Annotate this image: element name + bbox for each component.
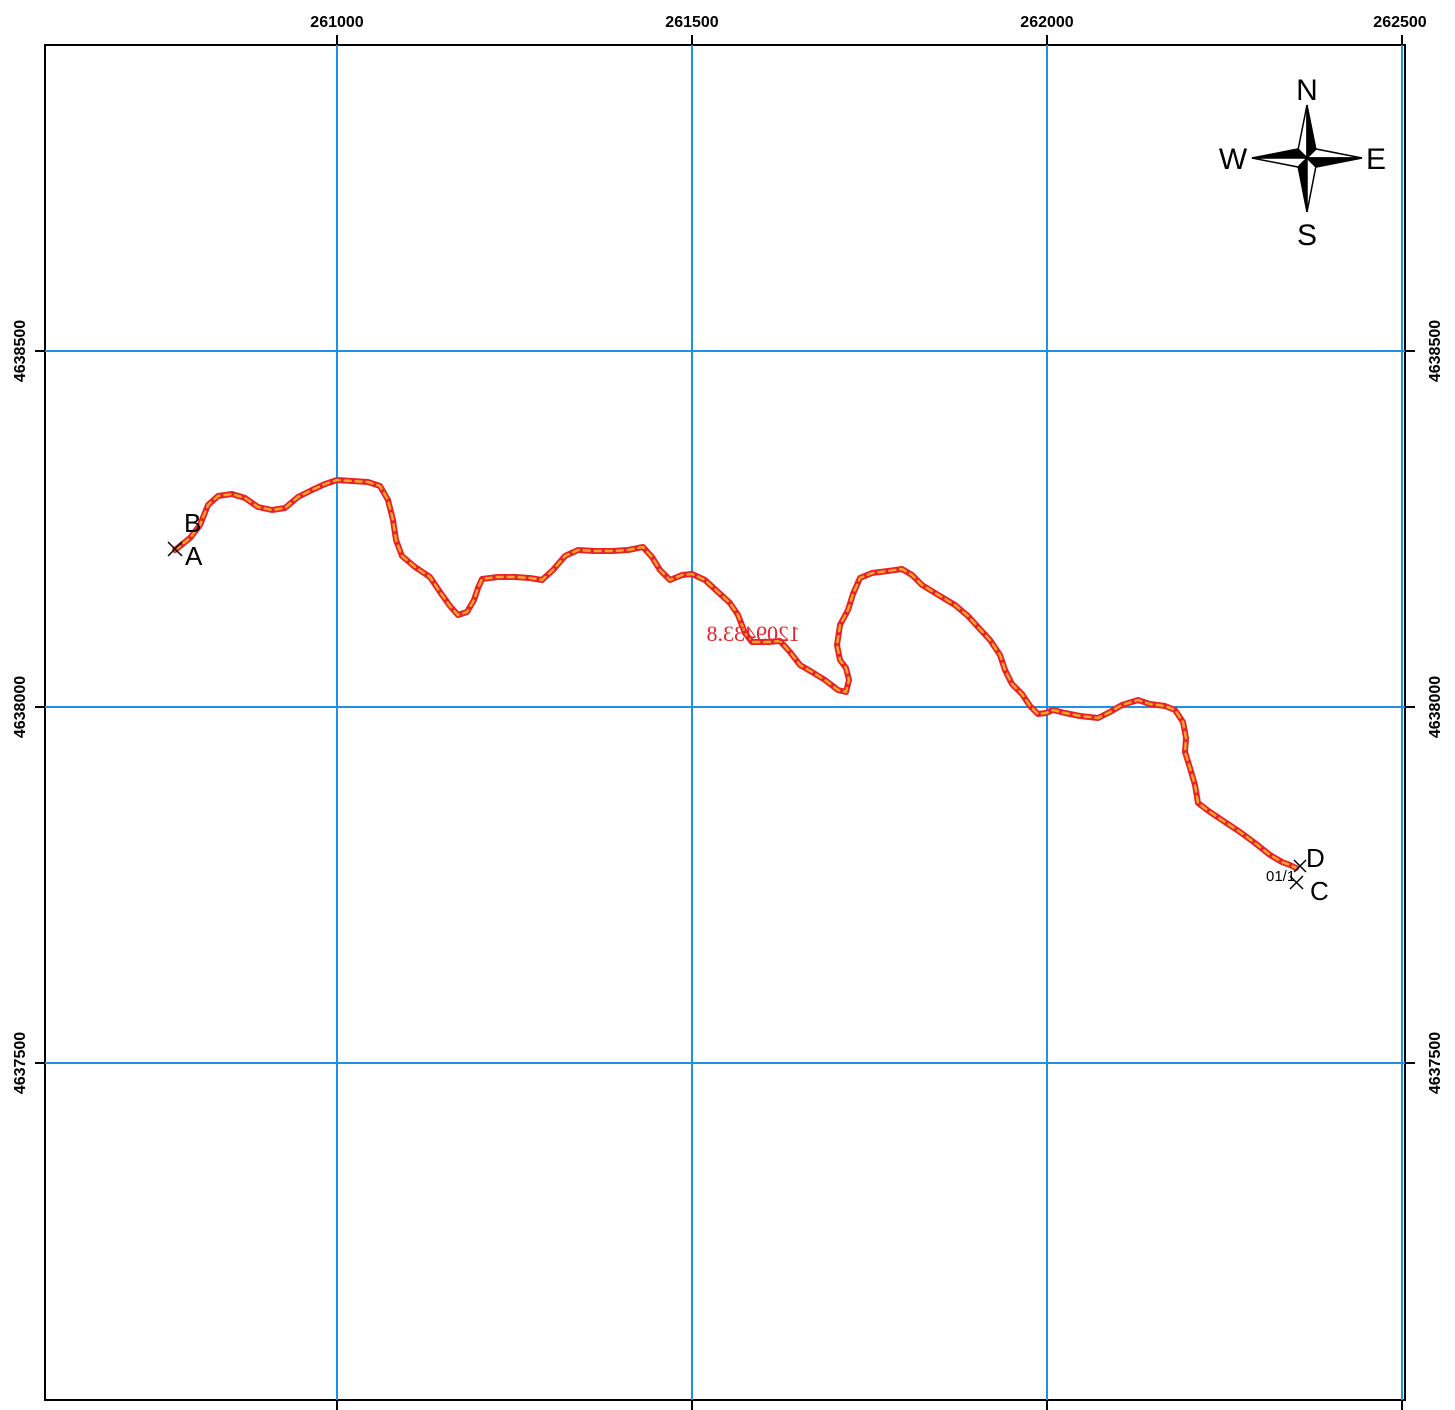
point-marker-c (1289, 875, 1304, 890)
y-tick-label-left-4638000: 4638000 (12, 676, 29, 738)
x-tick-label-262000: 262000 (1020, 14, 1073, 31)
route-length-label: 1209433.8 (707, 621, 801, 646)
route-track (172, 477, 1299, 871)
point-marker-d (1293, 859, 1307, 873)
y-tick-label-right-4638000: 4638000 (1427, 676, 1444, 738)
grid-lines (45, 45, 1405, 1400)
point-label-b: B (184, 508, 201, 538)
x-tick-label-261000: 261000 (310, 14, 363, 31)
compass-label-east: E (1366, 143, 1386, 176)
compass-label-south: S (1297, 219, 1317, 252)
point-small-label: 01/1 (1266, 868, 1295, 885)
compass-label-west: W (1219, 143, 1248, 176)
point-label-d: D (1306, 843, 1325, 873)
compass-rose-icon (1251, 104, 1363, 213)
y-tick-label-right-4637500: 4637500 (1427, 1032, 1444, 1094)
y-tick-label-left-4637500: 4637500 (12, 1032, 29, 1094)
point-marker-a (167, 541, 183, 557)
point-label-a: A (185, 541, 203, 571)
map-frame (44, 44, 1406, 1401)
y-tick-label-right-4638500: 4638500 (1427, 320, 1444, 382)
x-tick-label-261500: 261500 (665, 14, 718, 31)
route-line-outer (172, 477, 1299, 871)
tick-marks (35, 35, 1415, 1410)
compass-label-north: N (1296, 74, 1318, 107)
x-tick-label-262500: 262500 (1373, 14, 1426, 31)
y-tick-label-left-4638500: 4638500 (12, 320, 29, 382)
point-label-c: C (1310, 876, 1329, 906)
route-line-inner (173, 478, 1298, 870)
